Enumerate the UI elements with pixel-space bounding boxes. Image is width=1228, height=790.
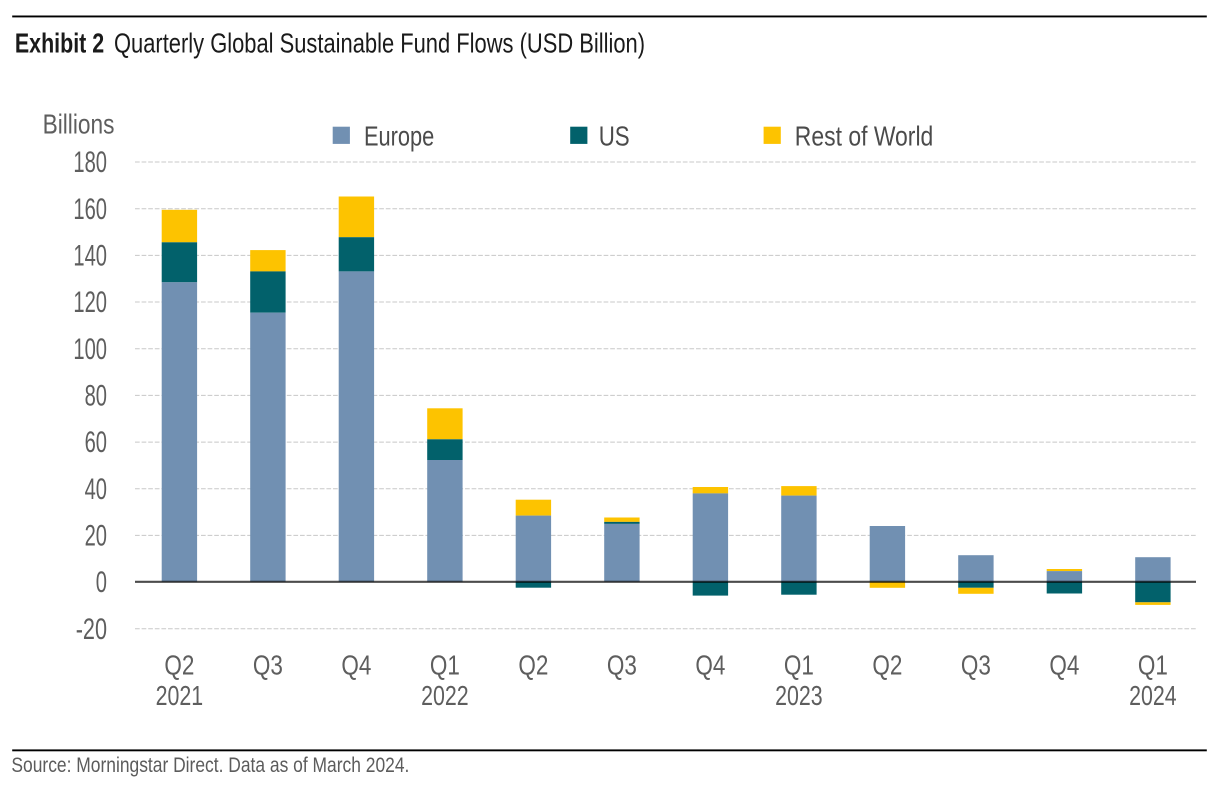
svg-text:Source: Morningstar Direct. Da: Source: Morningstar Direct. Data as of M… — [11, 754, 409, 777]
svg-text:Q3: Q3 — [961, 649, 991, 680]
svg-text:Europe: Europe — [364, 120, 434, 151]
svg-text:Q2: Q2 — [518, 649, 548, 680]
svg-text:40: 40 — [85, 473, 107, 506]
svg-text:Q3: Q3 — [253, 649, 283, 680]
svg-text:2023: 2023 — [775, 680, 823, 711]
svg-text:60: 60 — [85, 426, 107, 459]
svg-text:Q4: Q4 — [1049, 649, 1079, 680]
svg-text:Q1: Q1 — [430, 649, 460, 680]
svg-text:Q4: Q4 — [341, 649, 371, 680]
svg-text:US: US — [599, 120, 630, 151]
svg-text:Billions: Billions — [43, 108, 115, 139]
svg-text:Rest of World: Rest of World — [795, 120, 934, 151]
svg-text:160: 160 — [73, 193, 107, 226]
svg-text:100: 100 — [73, 333, 107, 366]
svg-text:0: 0 — [96, 566, 107, 599]
svg-text:2024: 2024 — [1129, 680, 1177, 711]
svg-text:Q3: Q3 — [607, 649, 637, 680]
svg-text:180: 180 — [73, 146, 107, 179]
svg-text:Exhibit 2: Exhibit 2 — [15, 28, 104, 59]
svg-text:Q2: Q2 — [164, 649, 194, 680]
svg-text:Q4: Q4 — [695, 649, 725, 680]
svg-text:-20: -20 — [76, 613, 107, 646]
svg-text:2021: 2021 — [156, 680, 204, 711]
svg-text:20: 20 — [85, 520, 107, 553]
svg-text:Q1: Q1 — [784, 649, 814, 680]
svg-text:Q2: Q2 — [872, 649, 902, 680]
svg-text:2022: 2022 — [421, 680, 469, 711]
svg-text:Q1: Q1 — [1138, 649, 1168, 680]
svg-text:80: 80 — [85, 380, 107, 413]
svg-text:120: 120 — [73, 286, 107, 319]
svg-text:140: 140 — [73, 240, 107, 273]
svg-text:Quarterly Global Sustainable F: Quarterly Global Sustainable Fund Flows … — [114, 28, 645, 59]
